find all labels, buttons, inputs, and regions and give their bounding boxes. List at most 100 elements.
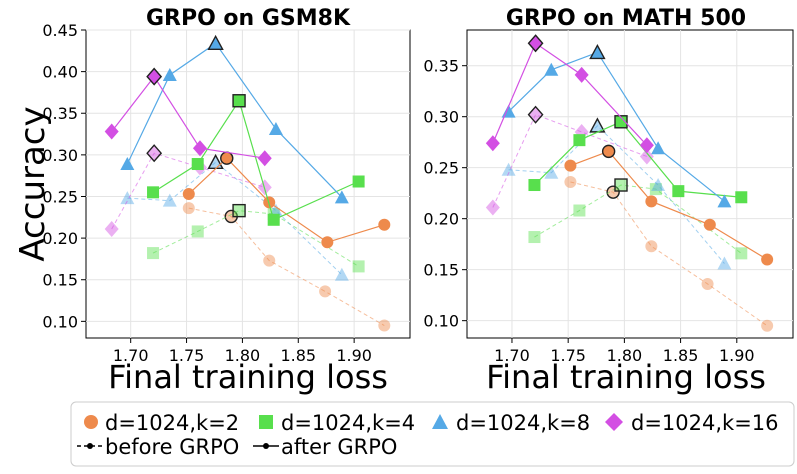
data-point	[232, 94, 246, 108]
legend-label-k16: d=1024,k=16	[631, 411, 779, 435]
data-point	[574, 66, 589, 83]
y-tick-label: 0.20	[42, 229, 78, 248]
data-point	[267, 213, 280, 226]
panel-gsm8k: 1.70 1.75 1.80 1.85 1.90 0.10 0.15 0.20 0.25 0.3…	[13, 6, 411, 396]
chart-title: GRPO on MATH 500	[506, 6, 746, 31]
data-point	[485, 135, 500, 152]
legend-label-after: after GRPO	[281, 435, 397, 459]
legend-marker-k8	[432, 414, 448, 429]
series-d-1024-k-8-before	[501, 117, 732, 270]
series-d-1024-k-2-after	[182, 151, 391, 249]
data-point	[735, 247, 748, 260]
legend: d=1024,k=2 d=1024,k=4 d=1024,k=8 d=1024,…	[70, 401, 795, 467]
series-d-1024-k-8-after	[120, 34, 349, 204]
series-line	[188, 207, 385, 326]
data-point	[147, 186, 160, 199]
data-point	[319, 285, 332, 298]
data-point	[104, 220, 119, 237]
data-point	[645, 195, 658, 208]
data-point	[717, 194, 732, 208]
y-tick-label: 0.35	[423, 57, 459, 76]
data-point	[162, 193, 177, 207]
data-point	[735, 191, 748, 204]
y-tick-label: 0.35	[42, 104, 78, 123]
data-point	[334, 267, 349, 281]
data-point	[651, 178, 666, 192]
x-tick-label: 1.80	[225, 346, 261, 365]
y-tick-label: 0.15	[423, 261, 459, 280]
data-point	[232, 203, 246, 218]
gridlines	[86, 29, 410, 338]
data-point	[147, 247, 160, 260]
series-d-1024-k-4-after	[528, 115, 748, 204]
data-point	[606, 185, 620, 199]
legend-label-k2: d=1024,k=2	[105, 411, 239, 435]
data-point	[672, 185, 685, 198]
data-point	[527, 105, 544, 124]
data-point	[639, 148, 654, 165]
data-point	[601, 144, 616, 159]
data-point	[649, 183, 662, 196]
data-point	[501, 162, 516, 176]
legend-label-k4: d=1024,k=4	[281, 411, 415, 435]
series-d-1024-k-16-after	[485, 34, 654, 154]
series-d-1024-k-16-after	[104, 67, 272, 167]
x-tick-label: 1.70	[494, 346, 530, 365]
legend-marker-k4	[259, 415, 273, 429]
x-axis-ticks: 1.70 1.75 1.80 1.85 1.90	[494, 338, 755, 365]
data-point	[192, 140, 207, 157]
legend-entry-before: before GRPO	[77, 435, 239, 459]
data-point	[573, 204, 586, 217]
data-point	[378, 319, 391, 332]
data-point	[352, 175, 365, 188]
series-d-1024-k-2-after	[564, 144, 774, 266]
legend-entry-k2: d=1024,k=2	[84, 411, 239, 435]
data-point	[263, 254, 276, 267]
y-tick-label: 0.20	[423, 210, 459, 229]
y-tick-label: 0.40	[42, 63, 78, 82]
data-point	[120, 191, 135, 205]
y-tick-label: 0.15	[42, 271, 78, 290]
data-point	[703, 218, 716, 231]
y-axis-ticks: 0.10 0.15 0.20 0.25 0.30 0.35 0.40 0.45	[42, 21, 86, 331]
data-point	[651, 141, 666, 155]
data-point	[120, 157, 135, 171]
data-series	[104, 34, 391, 332]
y-axis-ticks: 0.10 0.15 0.20 0.25 0.30 0.35	[423, 57, 467, 331]
legend-label-k8: d=1024,k=8	[456, 411, 590, 435]
legend-dot-after	[263, 443, 269, 449]
x-tick-label: 1.90	[336, 346, 372, 365]
data-point	[182, 202, 195, 215]
data-point	[162, 67, 177, 81]
series-d-1024-k-2-before	[564, 175, 774, 332]
data-point	[564, 159, 577, 172]
data-point	[639, 137, 654, 154]
x-tick-label: 1.85	[280, 346, 316, 365]
x-axis-label: Final training loss	[486, 358, 766, 396]
data-point	[268, 122, 283, 136]
data-point	[564, 175, 577, 188]
series-line	[152, 210, 359, 267]
series-line	[111, 75, 265, 159]
data-point	[485, 199, 500, 216]
panel-math500: 1.70 1.75 1.80 1.85 1.90 0.10 0.15 0.20 0.25 0.3…	[423, 6, 794, 396]
x-tick-label: 1.70	[113, 346, 149, 365]
data-point	[614, 115, 628, 129]
x-tick-label: 1.75	[550, 346, 586, 365]
plot-area	[466, 29, 794, 339]
y-tick-label: 0.45	[42, 21, 78, 40]
data-point	[761, 319, 774, 332]
data-point	[257, 150, 272, 167]
data-point	[544, 62, 559, 76]
y-tick-label: 0.25	[423, 159, 459, 178]
x-tick-label: 1.80	[607, 346, 643, 365]
data-series	[485, 34, 774, 332]
y-axis-label: Accuracy	[13, 106, 53, 261]
data-point	[182, 187, 195, 200]
legend-marker-k2	[84, 415, 98, 429]
series-d-1024-k-8-after	[501, 43, 732, 208]
legend-label-before: before GRPO	[105, 435, 239, 459]
data-point	[614, 178, 628, 192]
series-line	[492, 42, 648, 146]
data-point	[321, 236, 334, 249]
